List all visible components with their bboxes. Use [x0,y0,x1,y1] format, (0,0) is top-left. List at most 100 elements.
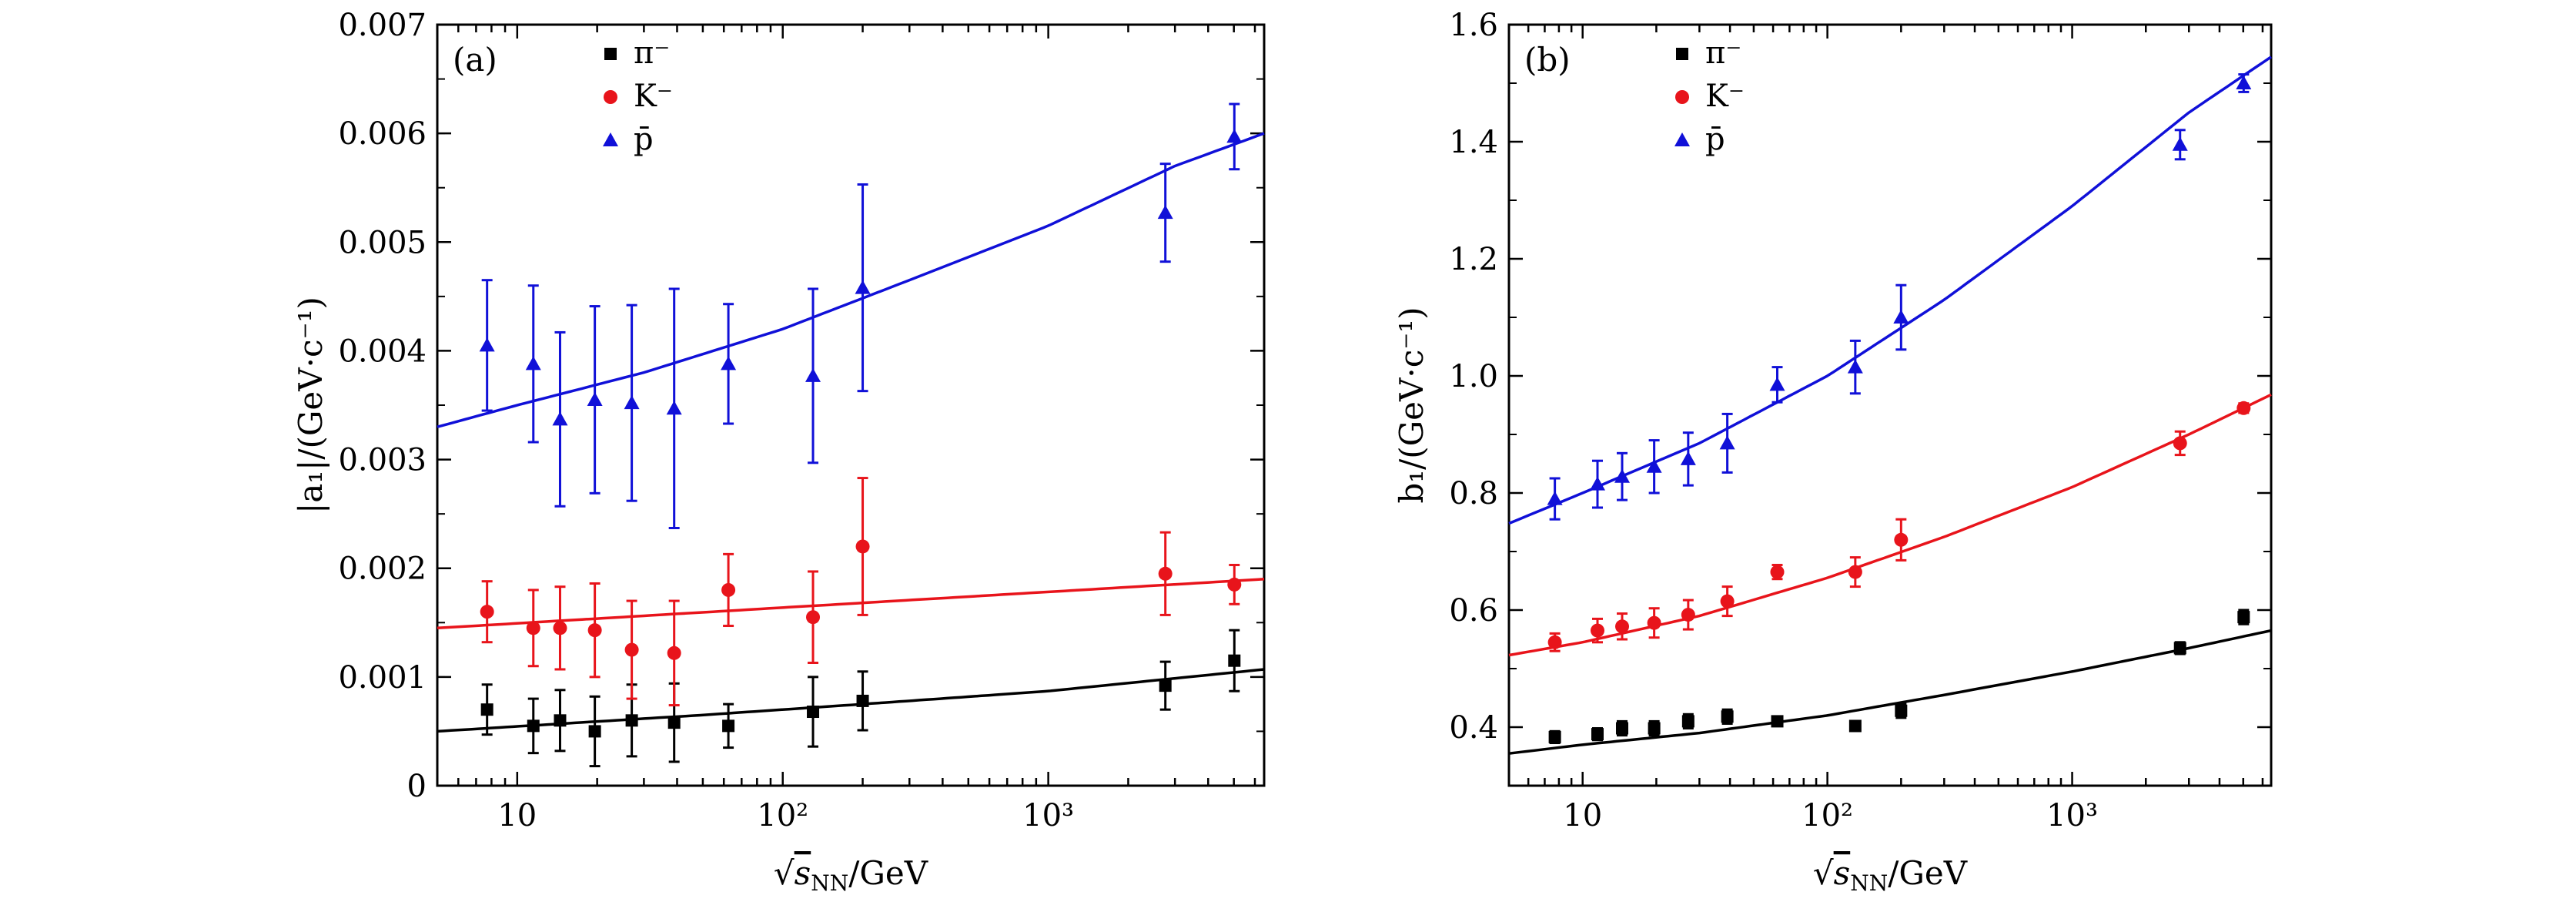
y-axis-label: |a₁|/(GeV·c⁻¹) [292,297,330,514]
data-point [856,694,869,707]
legend-label: K⁻ [1705,79,1745,114]
legend-label: p̄ [1705,122,1725,157]
y-tick-label: 0.004 [338,334,427,369]
fit-line [1508,629,2272,755]
data-point [1159,679,1172,692]
y-axis-label: b₁/(GeV·c⁻¹) [1393,307,1430,503]
data-point [722,719,735,733]
fit-line [1508,393,2272,657]
chart-panel-a: 10 10² 10³ 0 0.001 0.002 0.003 0.004 0.005 0.006 0… [292,8,1266,896]
x-axis-label: √sNN/GeV [1813,854,1968,896]
data-point [554,714,567,727]
data-point [624,642,639,657]
series-0 [1508,609,2272,755]
data-point [666,401,682,415]
data-point [1769,377,1785,391]
data-point [807,706,820,719]
data-point [1848,719,1862,733]
data-point [2236,401,2251,415]
legend-marker [1676,48,1688,60]
y-tick-label: 0.005 [338,225,427,260]
data-point [1647,615,1661,630]
series-2 [437,102,1265,529]
y-tick-label: 1.2 [1449,242,1498,277]
legend-label: π⁻ [634,35,670,71]
data-point [2173,436,2187,451]
data-point [625,714,638,727]
x-tick-label: 10² [757,798,808,833]
data-point [525,356,541,371]
panel-tag: (b) [1524,41,1571,79]
data-point [1591,623,1605,638]
data-point [855,539,870,554]
y-tick-label: 0.8 [1449,476,1498,511]
data-point [2236,75,2252,89]
series-0 [437,629,1265,768]
data-point [721,356,737,371]
data-point [1547,491,1563,505]
data-point [1770,565,1785,579]
data-point [721,582,736,597]
x-tick-label: 10² [1802,798,1853,833]
fit-line [437,132,1265,428]
data-point [1646,458,1662,473]
data-point [587,391,603,406]
x-axis-label: √sNN/GeV [774,854,928,896]
data-point [2173,642,2186,655]
data-point [480,605,494,619]
data-point [2237,611,2250,624]
data-point [1591,728,1604,741]
y-tick-label: 0.6 [1449,593,1498,629]
y-tick-label: 0.003 [338,443,427,478]
data-point [667,716,681,729]
legend-marker [604,90,617,104]
y-tick-label: 0.001 [338,660,427,696]
data-point [527,719,540,733]
x-tick-label: 10 [497,798,537,833]
data-point [1848,565,1862,579]
data-point [1615,619,1630,634]
data-point [1547,635,1562,649]
plot-frame [436,23,1266,787]
data-point [1548,730,1561,743]
data-point [1720,594,1735,609]
y-tick-label: 1.4 [1449,125,1498,160]
data-point [855,280,871,294]
legend-marker [1674,132,1690,146]
y-tick-label: 0 [407,769,427,804]
data-point [1227,577,1242,592]
y-tick-label: 0.006 [338,116,427,152]
legend-label: π⁻ [1705,35,1741,71]
data-point [1680,451,1696,465]
data-point [552,411,568,426]
x-tick-label: 10³ [2046,798,2098,833]
data-point [479,337,495,352]
data-point [1648,722,1661,735]
panel-tag: (a) [453,41,497,79]
fit-line [437,668,1265,733]
data-point [624,395,640,410]
data-point [1681,608,1695,622]
data-point [1895,704,1908,717]
data-point [526,621,540,635]
fit-line [1508,55,2272,525]
data-point [2172,136,2188,151]
legend-marker [604,48,617,60]
chart-panel-b: 10 10² 10³ 0.4 0.6 0.8 1.0 1.2 1.4 1.6 √sNN/GeV b₁/… [1393,8,2273,896]
data-point [805,367,821,382]
data-point [480,703,493,716]
data-point [1226,129,1243,143]
data-point [1228,654,1241,667]
data-point [1158,566,1173,581]
data-point [1681,715,1694,728]
data-point [553,621,567,635]
plot-frame [1507,23,2273,787]
data-point [1616,722,1629,735]
data-point [667,645,681,660]
fit-line [437,578,1265,630]
series-1 [1508,393,2272,657]
legend-marker [1675,90,1689,104]
y-tick-label: 0.007 [338,8,427,43]
series-2 [1508,55,2272,525]
